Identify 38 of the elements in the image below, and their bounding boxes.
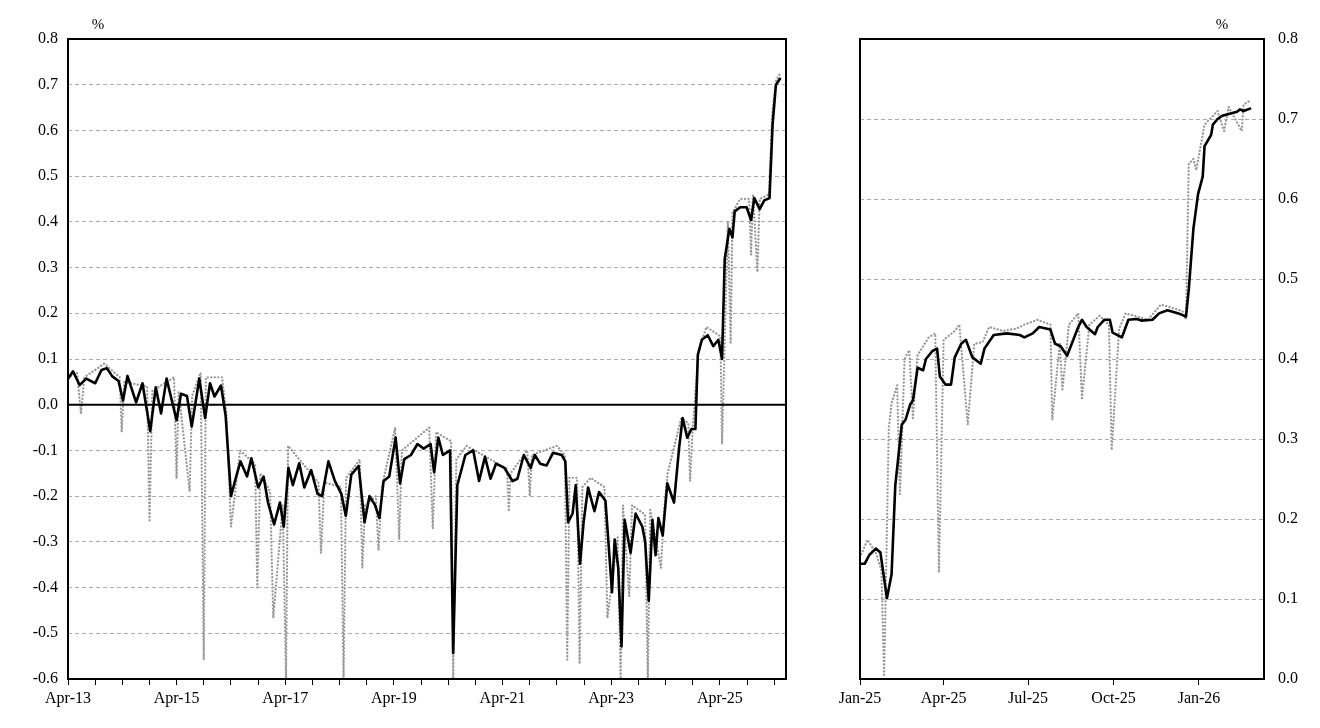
y-tick-label: -0.5 xyxy=(32,623,58,641)
x-tick-label: Apr-23 xyxy=(588,688,635,707)
x-tick-label: Apr-13 xyxy=(45,688,91,707)
y-tick-label: 0.1 xyxy=(38,349,58,367)
x-tick-label: Jan-26 xyxy=(1177,688,1221,706)
y2-tick-label: 0.7 xyxy=(1278,109,1298,127)
y-tick-label: 0.0 xyxy=(38,394,58,412)
x-tick-label: Jan-25 xyxy=(838,688,882,706)
y-axis-title: % xyxy=(91,16,105,33)
y-tick-label: 0.6 xyxy=(38,120,58,138)
y2-axis-title: % xyxy=(1215,16,1229,33)
x-tick-label: Oct-25 xyxy=(1091,688,1136,706)
x-tick-label: Apr-19 xyxy=(370,688,417,707)
y-tick-label: 0.3 xyxy=(38,257,58,275)
y-tick-label: 0.5 xyxy=(38,166,58,184)
x-tick-label: Jul-25 xyxy=(1008,688,1049,706)
y-tick-label: -0.1 xyxy=(32,440,58,458)
y2-tick-label: 0.3 xyxy=(1278,429,1298,447)
x-tick-label: Apr-15 xyxy=(153,688,200,707)
x-tick-label: Apr-25 xyxy=(920,688,967,707)
y-tick-label: 0.4 xyxy=(38,212,58,230)
y-tick-label: 0.7 xyxy=(38,74,58,92)
y-tick-label: -0.4 xyxy=(32,577,58,595)
y2-tick-label: 0.6 xyxy=(1278,189,1298,207)
y-tick-label: -0.2 xyxy=(32,486,58,504)
y2-tick-label: 0.1 xyxy=(1278,589,1298,607)
x-tick-label: Apr-21 xyxy=(479,688,526,707)
x-tick-label: Apr-17 xyxy=(262,688,309,707)
y-tick-label: -0.6 xyxy=(32,669,58,687)
y2-tick-label: 0.8 xyxy=(1278,29,1298,47)
x-tick-label: Apr-25 xyxy=(696,688,743,707)
y2-tick-label: 0.0 xyxy=(1278,669,1298,687)
y-tick-label: -0.3 xyxy=(32,532,58,550)
y-tick-label: 0.8 xyxy=(38,29,58,47)
y2-tick-label: 0.4 xyxy=(1278,349,1298,367)
y2-tick-label: 0.5 xyxy=(1278,269,1298,287)
y-tick-label: 0.2 xyxy=(38,303,58,321)
y2-tick-label: 0.2 xyxy=(1278,509,1298,527)
